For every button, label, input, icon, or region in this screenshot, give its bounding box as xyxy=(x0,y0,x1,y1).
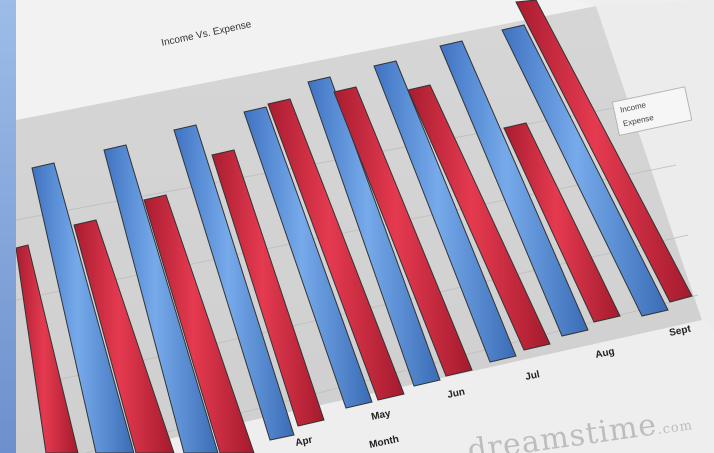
x-axis-ticks: Apr May Jun Jul Aug Sept xyxy=(294,324,692,449)
bar-income xyxy=(243,106,373,409)
bar-income xyxy=(307,76,441,387)
bars xyxy=(16,0,693,453)
x-tick-label: Jun xyxy=(446,386,466,400)
paper-footer xyxy=(106,320,714,453)
bar-income xyxy=(501,24,669,317)
chart-photo: Income Vs. Expense Income Expense Apr Ma… xyxy=(16,0,714,453)
bar-income xyxy=(439,40,589,337)
bar-income xyxy=(31,162,135,453)
legend: Income Expense xyxy=(611,86,693,137)
x-tick-label: Aug xyxy=(594,346,615,361)
bar-expense xyxy=(73,219,175,453)
bar-expense xyxy=(407,84,551,351)
bar-expense xyxy=(143,194,255,453)
paper-header xyxy=(16,0,596,120)
background-edge xyxy=(0,0,16,453)
bar-income xyxy=(373,60,517,363)
watermark-suffix: .com xyxy=(656,418,694,438)
x-tick-label: Sept xyxy=(668,324,692,339)
x-tick-label: Jul xyxy=(524,369,541,383)
bar-expense xyxy=(16,244,79,453)
x-tick-label: May xyxy=(370,408,392,423)
bar-expense xyxy=(211,149,325,427)
x-tick-label: Apr xyxy=(294,435,313,449)
bar-expense xyxy=(503,122,621,323)
bar-expense xyxy=(333,86,473,377)
bar-expense xyxy=(515,0,693,303)
bar-expense xyxy=(267,98,405,401)
bar-income xyxy=(103,144,219,453)
printed-paper: Income Vs. Expense Income Expense Apr Ma… xyxy=(16,0,714,453)
bar-income xyxy=(173,124,295,441)
